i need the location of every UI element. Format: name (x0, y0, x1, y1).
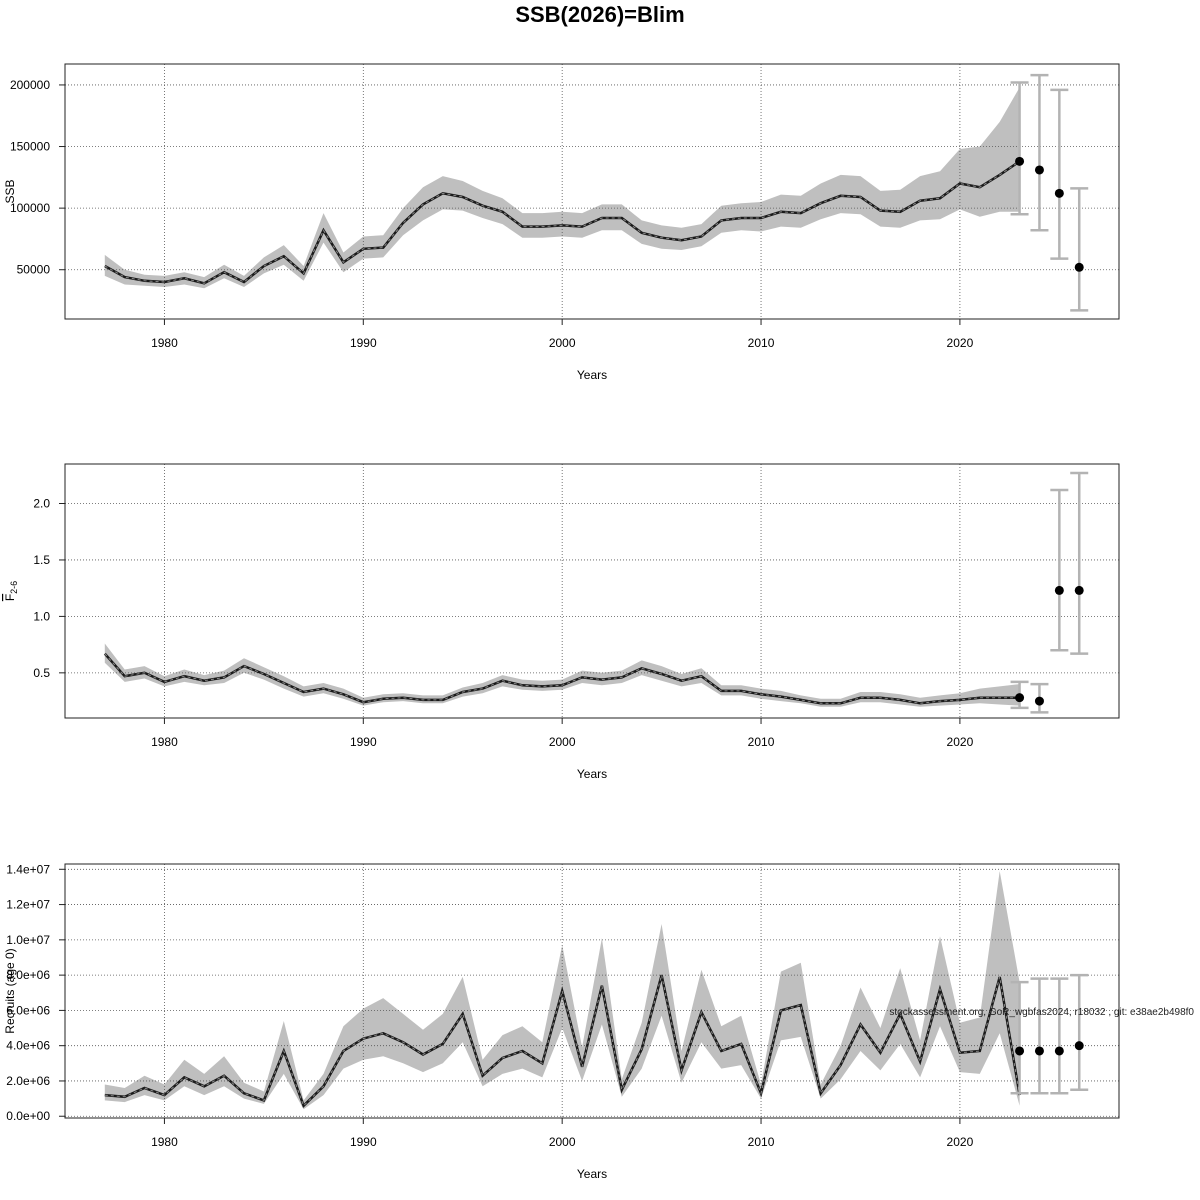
y-axis-label-main: F (3, 594, 17, 601)
plot-frame (64, 863, 1120, 1119)
x-tick-label: 1990 (350, 1135, 377, 1149)
y-tick-label: 50000 (17, 263, 51, 277)
y-axis-label: Recruits (age 0) (3, 948, 17, 1033)
forecast-point (1054, 188, 1064, 198)
x-tick-label: 2000 (549, 336, 576, 350)
y-tick-label: 0.0e+00 (6, 1109, 50, 1123)
x-tick-label: 2020 (947, 336, 974, 350)
x-tick-label: 2000 (549, 735, 576, 749)
y-axis-label-sub: 2-6 (9, 581, 19, 594)
x-tick-label: 2010 (748, 1135, 775, 1149)
forecast-point (1015, 1046, 1025, 1056)
x-tick-label: 1980 (151, 336, 178, 350)
forecast-point (1015, 156, 1025, 166)
x-axis-label: Years (577, 767, 607, 781)
forecast-point (1074, 585, 1084, 595)
x-tick-label: 2020 (947, 1135, 974, 1149)
forecast-point (1054, 1046, 1064, 1056)
estimate-line-dashed (104, 974, 1021, 1107)
x-tick-label: 2020 (947, 735, 974, 749)
x-axis-label: Years (577, 368, 607, 382)
x-tick-label: 2010 (748, 735, 775, 749)
forecast-point (1074, 1041, 1084, 1051)
estimate-line-dashed (104, 160, 1020, 284)
recruits-panel: 1980 1990 2000 2010 2020 0.0e+00 2.0e+06 4.0e+0… (3, 862, 1120, 1181)
forecast-point (1034, 1046, 1044, 1056)
forecast-point (1034, 696, 1044, 706)
y-axis-label: SSB (3, 179, 17, 203)
y-tick-label: 1.4e+07 (6, 862, 50, 876)
confidence-band (104, 87, 1020, 289)
plot-frame (64, 63, 1120, 320)
forecast-point (1034, 165, 1044, 175)
y-tick-label: 1.2e+07 (6, 898, 50, 912)
y-tick-label: 100000 (10, 201, 50, 215)
plot-frame (64, 463, 1120, 719)
x-tick-label: 1980 (151, 1135, 178, 1149)
y-tick-label: 2.0e+06 (6, 1074, 50, 1088)
forecast-point (1054, 585, 1064, 595)
y-tick-label: 1.5 (33, 553, 50, 567)
watermark-text: stockassessment.org, GoR_wgbfas2024, r18… (889, 1007, 1194, 1018)
x-tick-label: 1980 (151, 735, 178, 749)
estimate-line-dashed (104, 653, 1020, 704)
chart-title: SSB(2026)=Blim (515, 2, 685, 27)
y-tick-label: 2.0 (33, 497, 50, 511)
y-tick-label: 150000 (10, 140, 50, 154)
fbar-panel: 1980 1990 2000 2010 2020 0.5 1.0 1.5 2.0 Years F2-… (3, 463, 1120, 781)
ssb-panel: 1980 1990 2000 2010 2020 50000 100000 150000 200… (3, 63, 1120, 382)
y-tick-label: 4.0e+06 (6, 1039, 50, 1053)
x-axis-label: Years (577, 1167, 607, 1181)
x-tick-label: 2000 (549, 1135, 576, 1149)
y-tick-label: 200000 (10, 78, 50, 92)
forecast-point (1015, 693, 1025, 703)
y-tick-label: 8.0e+06 (6, 968, 50, 982)
y-tick-label: 1.0e+07 (6, 933, 50, 947)
forecast-point (1074, 262, 1084, 272)
y-tick-label: 6.0e+06 (6, 1003, 50, 1017)
x-tick-label: 2010 (748, 336, 775, 350)
y-axis-label: F2-6 (3, 581, 19, 601)
x-tick-label: 1990 (350, 336, 377, 350)
y-tick-label: 1.0 (33, 609, 50, 623)
x-tick-label: 1990 (350, 735, 377, 749)
y-tick-label: 0.5 (33, 666, 50, 680)
